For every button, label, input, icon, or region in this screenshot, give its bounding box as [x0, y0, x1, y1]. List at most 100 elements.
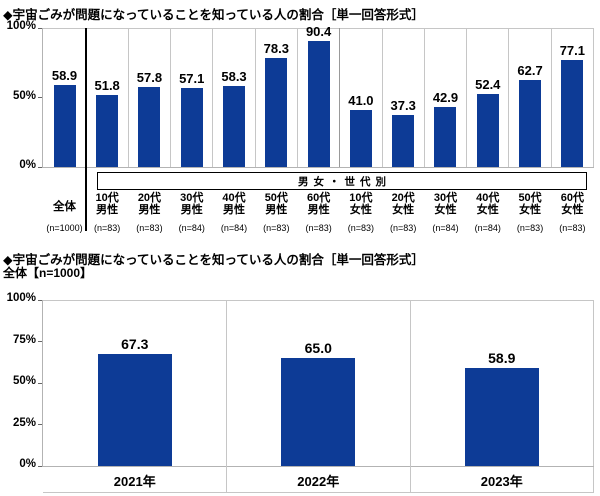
bar-value-label: 77.1 — [559, 42, 585, 58]
bar-value-label: 58.9 — [51, 68, 78, 84]
category-label: 女性 — [561, 204, 584, 216]
column-separator — [466, 28, 468, 167]
chart2-subtitle: 全体【n=1000】 — [3, 266, 93, 280]
category-label: 2022年 — [297, 474, 340, 489]
category-label: 40代 — [222, 192, 246, 204]
y-axis-tick — [38, 27, 42, 29]
bar — [53, 85, 76, 167]
bar — [476, 94, 499, 167]
category-label: 40代 — [476, 192, 500, 204]
bar-value-label: 41.0 — [348, 93, 374, 108]
category-n-label: (n=84) — [432, 223, 459, 233]
category-label: 30代 — [180, 192, 204, 204]
y-axis-tick — [38, 424, 42, 425]
y-axis-tick-label: 75% — [12, 333, 36, 346]
category-label: 2021年 — [113, 474, 156, 489]
column-separator — [381, 28, 383, 167]
y-axis-tick — [38, 166, 42, 168]
category-n-label: (n=83) — [263, 223, 290, 233]
category-label: 男性 — [96, 204, 119, 216]
category-label: 60代 — [306, 192, 331, 204]
category-label: 50代 — [518, 192, 542, 204]
y-axis-tick — [38, 299, 42, 301]
plot-top-border — [43, 27, 594, 29]
group-divider-line — [339, 28, 341, 167]
category-label: 男性 — [307, 204, 330, 216]
bar — [519, 79, 542, 167]
column-separator — [508, 28, 510, 167]
bar-value-label: 37.3 — [390, 98, 416, 114]
column-separator — [212, 28, 214, 167]
bar-value-label: 62.7 — [517, 62, 543, 78]
category-label: 20代 — [391, 192, 415, 204]
bar-value-label: 57.8 — [136, 69, 163, 85]
plot-right-border — [592, 300, 594, 493]
x-axis-line — [42, 466, 594, 467]
category-label: 女性 — [392, 204, 415, 216]
y-axis-tick — [38, 465, 42, 467]
plot-right-border — [592, 28, 594, 167]
category-n-label: (n=83) — [347, 223, 375, 233]
y-axis-line — [42, 28, 43, 167]
y-axis-tick — [38, 341, 42, 342]
y-axis-tick-label: 100% — [6, 292, 36, 304]
bar-value-label: 65.0 — [304, 340, 332, 357]
category-n-label: (n=84) — [474, 223, 501, 233]
category-label: 女性 — [476, 204, 499, 216]
overall-divider-line — [85, 28, 87, 231]
bar — [281, 358, 356, 466]
category-label: 60代 — [560, 192, 584, 204]
bar-value-label: 52.4 — [475, 77, 501, 93]
category-n-label: (n=83) — [516, 223, 544, 233]
category-label: 女性 — [434, 204, 457, 216]
category-n-label: (n=84) — [220, 223, 248, 233]
column-separator — [170, 28, 172, 167]
bar — [138, 86, 161, 167]
category-label: 全体 — [53, 201, 76, 213]
bar-value-label: 51.8 — [94, 77, 120, 93]
bar — [349, 110, 372, 167]
column-separator — [226, 300, 227, 493]
plot-top-border — [43, 299, 594, 301]
category-label: 10代 — [95, 192, 119, 204]
x-axis-line — [42, 167, 594, 168]
y-axis-tick-label: 50% — [12, 375, 36, 387]
column-separator — [550, 28, 552, 167]
bar — [561, 59, 584, 167]
category-label: 女性 — [519, 204, 542, 216]
category-label: 10代 — [349, 192, 373, 204]
column-separator — [254, 28, 256, 167]
bar-value-label: 58.9 — [488, 350, 516, 367]
bar — [96, 94, 119, 167]
category-n-label: (n=1000) — [46, 223, 83, 233]
y-axis-tick-label: 25% — [12, 416, 36, 429]
category-label: 男性 — [223, 204, 246, 216]
y-axis-tick — [38, 97, 42, 98]
category-label: 20代 — [137, 192, 162, 204]
category-label: 男性 — [138, 204, 161, 216]
column-separator — [296, 28, 298, 167]
category-label: 30代 — [433, 192, 458, 204]
group-band-gender-age: 男女・世代別 — [97, 172, 587, 190]
bar-value-label: 67.3 — [121, 336, 149, 353]
bar-value-label: 58.3 — [221, 68, 247, 84]
bar — [223, 85, 246, 167]
chart2-title: ◆宇宙ごみが問題になっていることを知っている人の割合［単一回答形式］ — [3, 253, 424, 267]
bar — [434, 107, 457, 167]
y-axis-tick — [38, 382, 42, 384]
column-separator — [423, 28, 425, 167]
column-separator — [127, 28, 129, 167]
bar — [97, 354, 172, 466]
category-label: 50代 — [264, 192, 288, 204]
category-n-label: (n=83) — [136, 223, 163, 233]
y-axis-tick-label: 50% — [12, 89, 36, 102]
bar — [464, 368, 539, 466]
category-n-label: (n=83) — [94, 223, 121, 233]
y-axis-tick-label: 100% — [6, 20, 36, 32]
bar — [180, 87, 203, 167]
category-label: 2023年 — [480, 474, 523, 489]
category-n-label: (n=83) — [305, 223, 332, 233]
